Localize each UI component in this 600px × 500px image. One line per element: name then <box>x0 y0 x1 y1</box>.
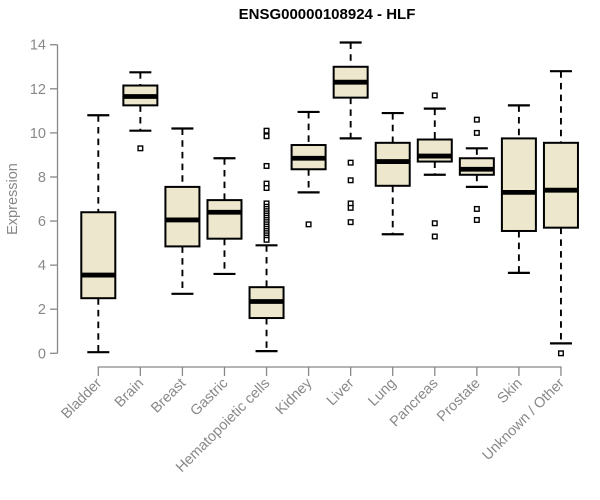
outlier-point <box>263 184 270 191</box>
iqr-box <box>542 141 579 229</box>
category-label: Liver <box>324 375 358 409</box>
outlier-point <box>431 233 438 240</box>
y-tick-label: 10 <box>30 126 46 142</box>
category-label: Brain <box>112 376 147 411</box>
outlier-point <box>263 162 270 169</box>
outlier-point <box>263 236 270 243</box>
outlier-point <box>305 221 312 228</box>
iqr-box <box>206 199 243 240</box>
y-tick-label: 6 <box>38 214 46 230</box>
y-tick-label: 4 <box>38 258 46 274</box>
outlier-point <box>347 177 354 184</box>
y-tick-label: 14 <box>30 38 46 54</box>
category-label: Bladder <box>58 375 105 422</box>
chart-title: ENSG00000108924 - HLF <box>238 6 416 23</box>
outlier-point <box>557 350 564 357</box>
outlier-point <box>473 216 480 223</box>
category-label: Lung <box>365 376 399 410</box>
y-tick-label: 12 <box>30 82 46 98</box>
y-tick-label: 8 <box>38 170 46 186</box>
category-label: Prostate <box>434 376 483 425</box>
y-tick-label: 0 <box>38 346 46 362</box>
outlier-point <box>473 129 480 136</box>
category-label: Breast <box>148 376 189 417</box>
outlier-point <box>473 116 480 123</box>
outlier-point <box>431 220 438 227</box>
outlier-point <box>137 145 144 152</box>
y-tick-label: 2 <box>38 302 46 318</box>
iqr-box <box>374 141 411 187</box>
outlier-point <box>347 159 354 166</box>
outlier-point <box>473 205 480 212</box>
category-label: Kidney <box>273 375 316 418</box>
category-label: Skin <box>494 376 525 407</box>
iqr-box <box>80 211 117 300</box>
outlier-point <box>263 127 270 134</box>
iqr-box <box>164 185 201 248</box>
iqr-box <box>458 157 495 176</box>
outlier-point <box>347 219 354 226</box>
iqr-box <box>500 137 537 232</box>
outlier-point <box>263 133 270 140</box>
outlier-point <box>431 92 438 99</box>
outlier-point <box>347 204 354 211</box>
